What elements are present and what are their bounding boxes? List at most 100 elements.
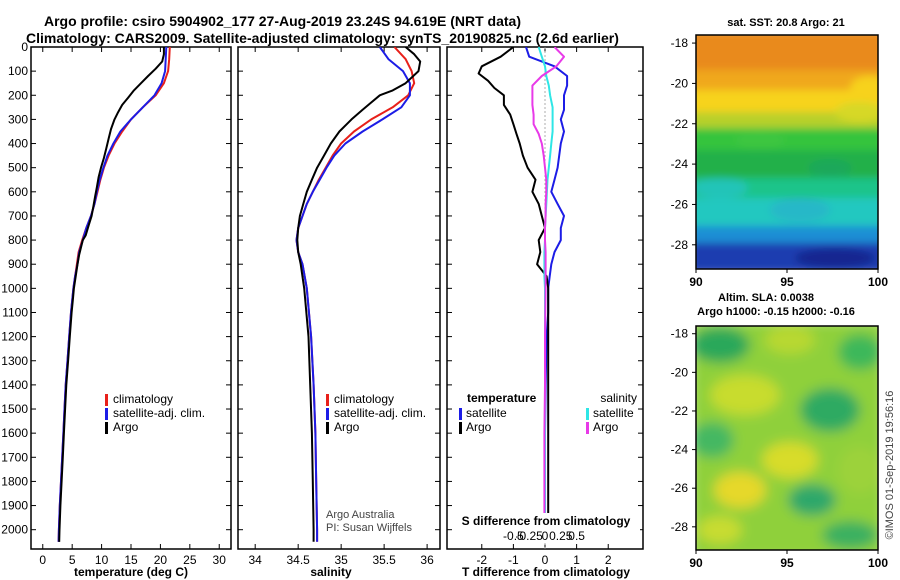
legend-swatch-s-satellite: [586, 408, 589, 420]
salinity-x-axis: 34 34.5 35 35.5 36: [249, 47, 434, 567]
sla-heatmap: [696, 326, 878, 550]
difference-depth-ticks: [447, 46, 643, 531]
x-tick-label: 1: [573, 553, 580, 567]
legend-swatch-argo: [105, 422, 108, 434]
legend-title-salinity: salinity: [600, 391, 637, 405]
depth-tick-label: 1100: [2, 305, 28, 319]
imos-watermark: ©IMOS 01-Sep-2019 19:56:16: [884, 391, 896, 540]
map-y-tick-label: -20: [671, 76, 689, 90]
map-x-tick-label: 95: [780, 556, 794, 570]
temperature-panel: 0100200300400500600700800900100011001200…: [1, 40, 232, 579]
depth-tick-label: 800: [8, 233, 28, 247]
s-diff-tick-label: 0: [542, 529, 549, 543]
depth-tick-label: 2000: [1, 523, 28, 537]
depth-tick-label: 1600: [1, 426, 28, 440]
legend-label-argo: Argo: [113, 420, 139, 434]
series-line-temperature-satellite: [525, 47, 569, 542]
map-y-tick-label: -22: [671, 404, 689, 418]
salinity-depth-ticks: [238, 46, 440, 531]
map-y-tick-label: -18: [671, 36, 689, 50]
depth-tick-label: 300: [8, 112, 28, 126]
depth-tick-label: 500: [8, 161, 28, 175]
sst-map-title: sat. SST: 20.8 Argo: 21: [727, 17, 845, 29]
difference-xlabel: T difference from climatology: [462, 565, 630, 579]
series-line-satellite-adj-clim-: [57, 47, 168, 542]
depth-tick-label: 1300: [1, 354, 28, 368]
map-x-tick-label: 100: [868, 556, 888, 570]
legend-swatch-t-satellite: [459, 408, 462, 420]
map-y-tick-label: -26: [671, 197, 689, 211]
s-diff-tick-label: -0.5: [503, 529, 524, 543]
salinity-legend: climatology satellite-adj. clim. Argo: [326, 392, 426, 434]
series-line-temperature-argo: [477, 47, 550, 542]
credit-line2: PI: Susan Wijffels: [326, 522, 412, 534]
depth-tick-label: 1800: [1, 474, 28, 488]
legend-swatch-satellite: [105, 408, 108, 420]
legend-swatch-argo: [326, 422, 329, 434]
difference-panel: -2 -1 0 1 2 T difference from climatology S …: [446, 46, 644, 579]
map-y-tick-label: -18: [671, 327, 689, 341]
temperature-legend: climatology satellite-adj. clim. Argo: [105, 392, 205, 434]
credit-line1: Argo Australia: [326, 509, 395, 521]
x-tick-label: 34.5: [286, 553, 310, 567]
x-tick-label: 15: [124, 553, 138, 567]
s-diff-tick-label: -0.25: [516, 529, 544, 543]
legend-label-t-argo: Argo: [466, 420, 492, 434]
map-y-tick-label: -26: [671, 481, 689, 495]
depth-tick-label: 200: [8, 88, 28, 102]
depth-tick-label: 1000: [1, 281, 28, 295]
legend-label-climatology: climatology: [334, 392, 394, 406]
map-y-tick-label: -22: [671, 117, 689, 131]
legend-title-temperature: temperature: [467, 391, 537, 405]
depth-tick-label: 400: [8, 137, 28, 151]
x-tick-label: 10: [95, 553, 109, 567]
x-tick-label: 0: [542, 553, 549, 567]
series-line-argo: [58, 47, 165, 542]
depth-tick-label: 0: [21, 40, 28, 54]
sst-heatmap: [696, 35, 878, 269]
map-y-tick-label: -24: [671, 443, 689, 457]
sst-map-panel: sat. SST: 20.8 Argo: 21: [671, 17, 889, 289]
x-tick-label: -2: [476, 553, 487, 567]
x-tick-label: -1: [508, 553, 519, 567]
map-x-tick-label: 95: [780, 275, 794, 289]
sla-map-axes: 90 95 100 -18 -20 -22 -24 -26 -28: [671, 327, 889, 570]
sla-map-subtitle: Argo h1000: -0.15 h2000: -0.16: [697, 306, 855, 318]
depth-tick-label: 1400: [1, 378, 28, 392]
depth-tick-label: 100: [8, 64, 28, 78]
difference-legend: temperature satellite Argo salinity sate…: [459, 391, 637, 434]
depth-tick-label: 1900: [1, 499, 28, 513]
temperature-x-axis: 0 5 10 15 20 25 30: [39, 47, 226, 567]
map-x-tick-label: 100: [868, 275, 888, 289]
top-axis-backdrop: [456, 513, 640, 543]
figure-title-line1: Argo profile: csiro 5904902_177 27-Aug-2…: [44, 13, 521, 29]
x-tick-label: 5: [69, 553, 76, 567]
x-tick-label: 30: [213, 553, 227, 567]
legend-swatch-s-argo: [586, 422, 589, 434]
legend-swatch-satellite: [326, 408, 329, 420]
salinity-plot-frame: [237, 46, 441, 550]
series-line-argo: [296, 47, 422, 542]
x-tick-label: 34: [249, 553, 263, 567]
legend-label-climatology: climatology: [113, 392, 173, 406]
x-tick-label: 36: [420, 553, 434, 567]
legend-label-s-argo: Argo: [593, 420, 619, 434]
x-tick-label: 0: [39, 553, 46, 567]
x-tick-label: 25: [183, 553, 197, 567]
map-y-tick-label: -24: [671, 157, 689, 171]
x-tick-label: 2: [605, 553, 612, 567]
x-tick-label: 35.5: [372, 553, 396, 567]
salinity-xlabel: salinity: [310, 565, 352, 579]
depth-tick-label: 700: [8, 209, 28, 223]
sst-map-axes: 90 95 100 -18 -20 -22 -24 -26 -28: [671, 36, 889, 289]
depth-tick-label: 1700: [1, 450, 28, 464]
legend-label-satellite: satellite-adj. clim.: [334, 406, 426, 420]
temperature-lines: [57, 47, 171, 542]
depth-tick-label: 600: [8, 185, 28, 199]
sla-map-panel: Altim. SLA: 0.0038 Argo h1000: -0.15 h20…: [671, 292, 889, 570]
x-tick-label: 20: [154, 553, 168, 567]
temperature-xlabel: temperature (deg C): [74, 565, 188, 579]
s-difference-title: S difference from climatology: [462, 514, 631, 528]
map-y-tick-label: -28: [671, 520, 689, 534]
map-y-tick-label: -20: [671, 365, 689, 379]
